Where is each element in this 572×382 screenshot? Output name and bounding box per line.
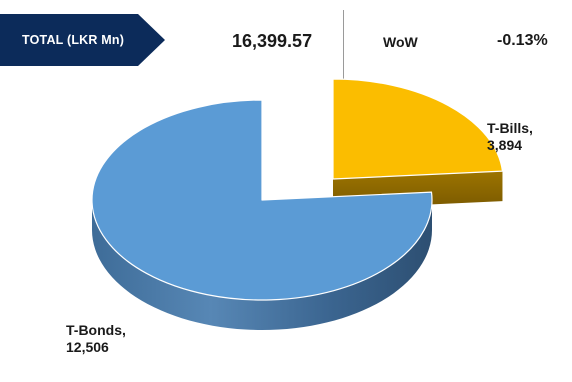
total-value: 16,399.57 xyxy=(232,31,313,51)
pie-slice-side-1-0 xyxy=(92,200,432,330)
pie-slice-tbonds xyxy=(91,99,433,301)
slice-value-tbills: 3,894 xyxy=(487,137,523,153)
wow-label: WoW xyxy=(383,34,418,50)
total-label-banner: TOTAL (LKR Mn) xyxy=(0,14,165,66)
header-divider xyxy=(343,10,344,88)
slice-value-tbonds: 12,506 xyxy=(66,339,109,355)
slice-name-tbills: T-Bills, xyxy=(487,120,533,136)
slice-name-tbonds: T-Bonds, xyxy=(66,322,126,338)
wow-value: -0.13% xyxy=(497,32,548,49)
slice-label-tbills: T-Bills, 3,894 xyxy=(487,120,533,154)
total-label: TOTAL (LKR Mn) xyxy=(22,33,125,47)
slice-label-tbonds: T-Bonds, 12,506 xyxy=(66,322,126,356)
pie-slice-tbills xyxy=(332,78,504,180)
